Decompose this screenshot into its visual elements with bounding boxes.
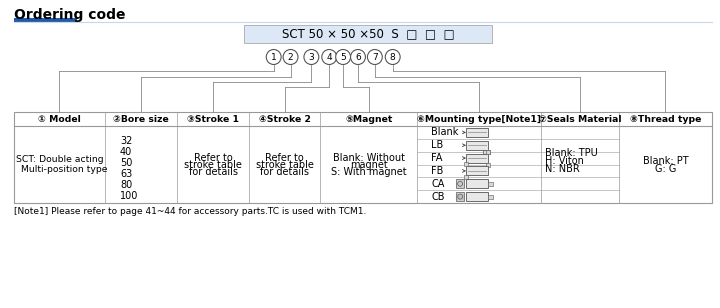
Text: G: G: G: G [654,164,676,173]
Circle shape [336,50,351,64]
Text: Blank: PT: Blank: PT [643,156,688,165]
Text: CA: CA [431,179,445,189]
Text: S: With magnet: S: With magnet [331,167,407,176]
Text: Refer to: Refer to [194,152,233,163]
Text: Ordering code: Ordering code [14,8,125,22]
Bar [464,176,468,180]
Text: 80: 80 [120,180,132,190]
Text: for details: for details [189,167,238,176]
Circle shape [266,50,281,64]
Bar [486,163,490,167]
Bar [466,154,488,163]
Circle shape [304,50,319,64]
Bar [488,182,493,186]
Text: stroke table: stroke table [184,160,242,169]
Text: 1: 1 [271,52,276,62]
Text: Refer to: Refer to [265,152,304,163]
Bar [466,141,488,150]
Text: for details: for details [260,167,309,176]
Text: stroke table: stroke table [256,160,313,169]
Text: ⑦Seals Material: ⑦Seals Material [539,115,621,124]
Text: ① Model: ① Model [38,115,81,124]
Bar [488,195,493,199]
Text: 6: 6 [355,52,361,62]
Text: 8: 8 [390,52,395,62]
Text: 5: 5 [341,52,346,62]
Text: 40: 40 [120,147,132,157]
Circle shape [458,181,463,186]
Text: ⑤Magnet: ⑤Magnet [345,115,392,124]
Text: ⑥Mounting type[Note1]: ⑥Mounting type[Note1] [418,115,541,124]
Text: 3: 3 [308,52,314,62]
Text: ③Stroke 1: ③Stroke 1 [187,115,239,124]
Text: ⑧Thread type: ⑧Thread type [630,115,701,124]
Text: Blank: TPU: Blank: TPU [546,148,598,158]
Circle shape [283,50,298,64]
Bar [464,162,468,166]
Text: Blank: Blank [431,128,459,137]
Text: 32: 32 [120,136,132,146]
Bar [466,192,488,201]
Text: [Note1] Please refer to page 41~44 for accessory parts.TC is used with TCM1.: [Note1] Please refer to page 41~44 for a… [14,207,366,216]
Text: FB: FB [431,166,444,176]
Text: 2: 2 [288,52,293,62]
Text: ④Stroke 2: ④Stroke 2 [258,115,310,124]
Text: SCT: Double acting: SCT: Double acting [16,155,103,164]
Bar [486,150,490,154]
Bar [456,192,464,201]
Bar [456,179,464,188]
Circle shape [367,50,382,64]
Text: 50: 50 [120,158,132,168]
Text: Blank: Without: Blank: Without [333,152,405,163]
Bar [466,128,488,137]
Bar [244,25,492,43]
Bar [466,166,488,176]
Text: H: Viton: H: Viton [546,156,585,166]
Circle shape [351,50,366,64]
Text: ②Bore size: ②Bore size [114,115,169,124]
Text: LB: LB [431,140,444,150]
Text: SCT 50 × 50 ×50  S  □  □  □: SCT 50 × 50 ×50 S □ □ □ [282,27,454,40]
Bar [14,112,712,203]
Text: CB: CB [431,192,445,201]
Text: 63: 63 [120,169,132,179]
Text: 100: 100 [120,191,138,201]
Circle shape [322,50,337,64]
Text: Multi-position type: Multi-position type [12,165,107,174]
Text: magnet: magnet [350,160,388,169]
Circle shape [458,194,463,199]
Text: 4: 4 [326,52,332,62]
Bar [466,179,488,188]
Text: N: NBR: N: NBR [546,164,580,174]
Text: 7: 7 [372,52,378,62]
Bar [483,150,490,154]
Text: FA: FA [431,153,443,163]
Circle shape [385,50,400,64]
